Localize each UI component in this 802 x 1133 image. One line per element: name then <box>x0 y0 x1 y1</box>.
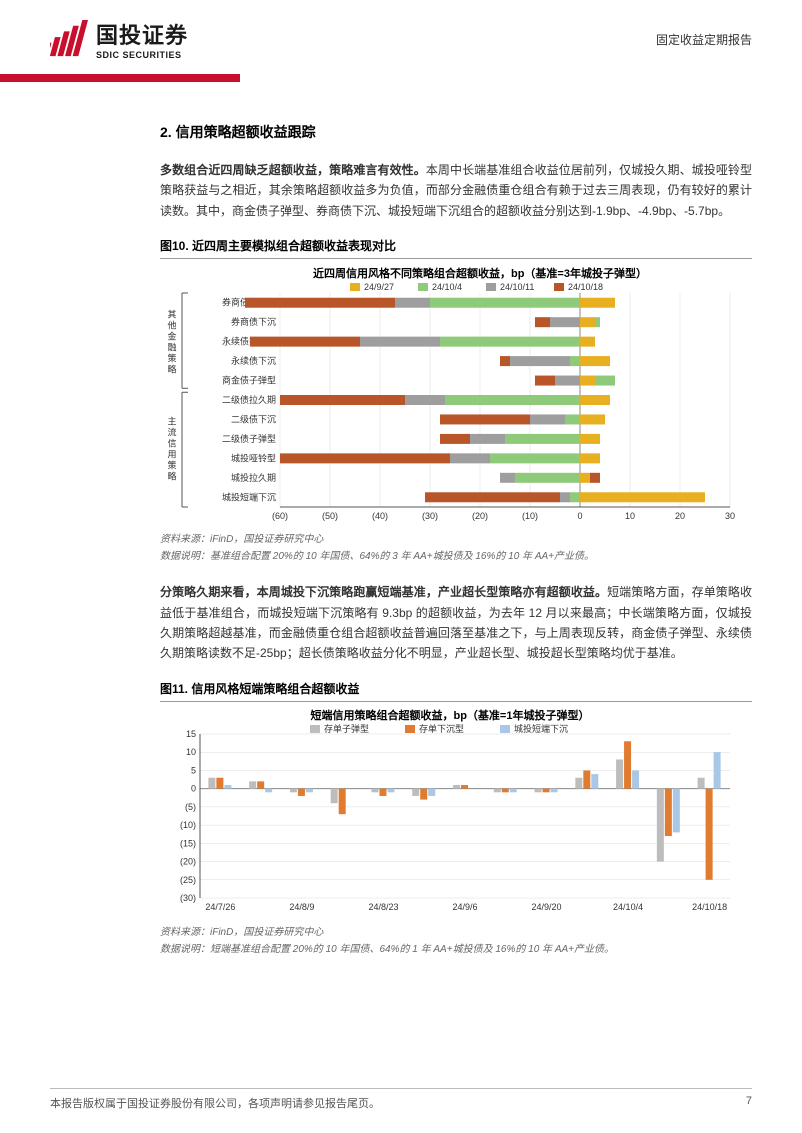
svg-text:融: 融 <box>167 343 176 353</box>
svg-text:策: 策 <box>167 353 176 364</box>
fig11-title: 图11. 信用风格短端策略组合超额收益 <box>160 680 752 702</box>
svg-text:24/8/23: 24/8/23 <box>368 902 398 912</box>
footer-left: 本报告版权属于国投证券股份有限公司，各项声明请参见报告尾页。 <box>50 1095 380 1111</box>
svg-text:24/8/9: 24/8/9 <box>289 902 314 912</box>
svg-text:用: 用 <box>167 450 176 460</box>
footer-page: 7 <box>746 1095 752 1111</box>
svg-text:二级债拉久期: 二级债拉久期 <box>222 394 276 405</box>
fig10-chart: 近四周信用风格不同策略组合超额收益，bp（基准=3年城投子弹型） 24/9/27 2… <box>160 265 752 528</box>
svg-text:0: 0 <box>191 783 196 793</box>
svg-text:24/9/6: 24/9/6 <box>452 902 477 912</box>
svg-text:24/10/4: 24/10/4 <box>432 282 462 292</box>
logo-stripes-icon <box>50 20 88 58</box>
svg-text:(30): (30) <box>422 511 438 521</box>
svg-text:(10): (10) <box>522 511 538 521</box>
para-2: 分策略久期来看，本周城投下沉策略跑赢短端基准，产业超长型策略亦有超额收益。短端策… <box>160 582 752 664</box>
svg-text:30: 30 <box>725 511 735 521</box>
svg-text:(20): (20) <box>472 511 488 521</box>
svg-text:5: 5 <box>191 765 196 775</box>
svg-text:城投短端下沉: 城投短端下沉 <box>514 723 568 734</box>
svg-text:(5): (5) <box>185 802 196 812</box>
doc-type: 固定收益定期报告 <box>656 31 752 48</box>
svg-text:券商债下沉: 券商债下沉 <box>231 316 276 327</box>
logo: 国投证券 SDIC SECURITIES <box>50 18 188 60</box>
svg-text:略: 略 <box>167 364 176 375</box>
fig11-chart: 短端信用策略组合超额收益，bp（基准=1年城投子弹型）存单子弹型 存单下沉型 城投短… <box>160 708 752 921</box>
svg-text:20: 20 <box>675 511 685 521</box>
svg-text:城投拉久期: 城投拉久期 <box>231 472 276 483</box>
svg-text:商金债子弹型: 商金债子弹型 <box>222 375 276 386</box>
svg-text:10: 10 <box>186 747 196 757</box>
fig10-src: 资料来源：iFinD，国投证券研究中心 <box>160 530 752 545</box>
section-title: 2. 信用策略超额收益跟踪 <box>160 122 752 142</box>
svg-text:24/10/18: 24/10/18 <box>568 282 603 292</box>
fig11-note: 数据说明：短端基准组合配置 20%的 10 年国债、64%的 1 年 AA+城投… <box>160 940 752 955</box>
fig11-src: 资料来源：iFinD，国投证券研究中心 <box>160 923 752 938</box>
svg-text:(25): (25) <box>180 875 196 885</box>
svg-text:流: 流 <box>167 427 176 438</box>
svg-text:24/7/26: 24/7/26 <box>205 902 235 912</box>
footer: 本报告版权属于国投证券股份有限公司，各项声明请参见报告尾页。 7 <box>50 1088 752 1111</box>
svg-text:二级债子弹型: 二级债子弹型 <box>222 433 276 444</box>
logo-en: SDIC SECURITIES <box>96 50 188 60</box>
svg-text:24/10/4: 24/10/4 <box>613 902 643 912</box>
svg-text:0: 0 <box>577 511 582 521</box>
svg-text:二级债下沉: 二级债下沉 <box>231 414 276 425</box>
svg-text:(30): (30) <box>180 893 196 903</box>
header-redbar <box>0 74 240 82</box>
svg-text:城投哑铃型: 城投哑铃型 <box>231 453 276 464</box>
svg-text:(60): (60) <box>272 511 288 521</box>
svg-text:(40): (40) <box>372 511 388 521</box>
fig10-title: 图10. 近四周主要模拟组合超额收益表现对比 <box>160 237 752 259</box>
svg-text:(20): (20) <box>180 856 196 866</box>
svg-text:存单下沉型: 存单下沉型 <box>419 723 464 734</box>
svg-text:永续债下沉: 永续债下沉 <box>231 355 276 366</box>
svg-text:略: 略 <box>167 471 176 482</box>
svg-text:24/9/27: 24/9/27 <box>364 282 394 292</box>
svg-text:(15): (15) <box>180 838 196 848</box>
svg-text:10: 10 <box>625 511 635 521</box>
svg-text:24/10/18: 24/10/18 <box>692 902 727 912</box>
fig10-note: 数据说明：基准组合配置 20%的 10 年国债、64%的 3 年 AA+城投债及… <box>160 547 752 562</box>
svg-text:他: 他 <box>167 320 176 331</box>
svg-text:其: 其 <box>167 310 176 320</box>
svg-text:短端信用策略组合超额收益，bp（基准=1年城投子弹型）: 短端信用策略组合超额收益，bp（基准=1年城投子弹型） <box>311 708 590 722</box>
svg-text:策: 策 <box>167 460 176 471</box>
svg-text:24/9/20: 24/9/20 <box>532 902 562 912</box>
svg-text:(50): (50) <box>322 511 338 521</box>
svg-text:主: 主 <box>167 416 176 427</box>
svg-text:金: 金 <box>167 331 176 342</box>
para-1: 多数组合近四周缺乏超额收益，策略难言有效性。本周中长端基准组合收益位居前列，仅城… <box>160 160 752 221</box>
svg-text:存单子弹型: 存单子弹型 <box>324 723 369 734</box>
svg-text:15: 15 <box>186 729 196 739</box>
logo-cn: 国投证券 <box>96 18 188 50</box>
svg-text:近四周信用风格不同策略组合超额收益，bp（基准=3年城投子弹: 近四周信用风格不同策略组合超额收益，bp（基准=3年城投子弹型） <box>313 266 647 280</box>
svg-text:信: 信 <box>167 438 176 449</box>
svg-text:(10): (10) <box>180 820 196 830</box>
svg-text:24/10/11: 24/10/11 <box>500 282 534 292</box>
svg-text:城投短端下沉: 城投短端下沉 <box>222 491 276 502</box>
